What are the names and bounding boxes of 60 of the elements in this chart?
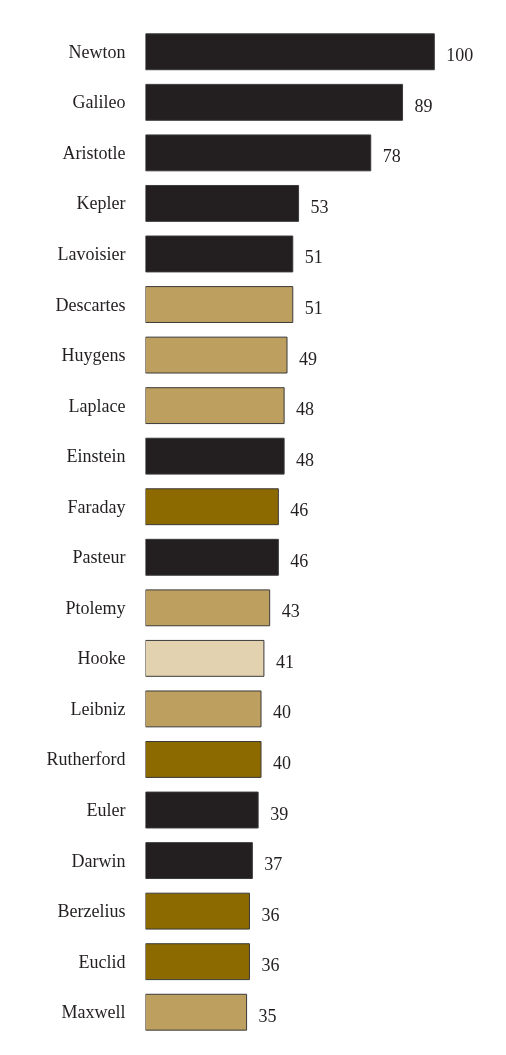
data-label: 40: [273, 702, 292, 723]
data-label: 40: [273, 752, 292, 773]
bar: [145, 892, 250, 930]
y-tick-label: Euler: [86, 800, 126, 821]
data-label: 43: [281, 601, 300, 622]
data-label: 100: [446, 45, 474, 66]
bar: [145, 33, 435, 71]
y-tick-label: Euclid: [78, 951, 126, 972]
bar: [145, 639, 265, 677]
data-label: 46: [290, 550, 309, 571]
bar: [145, 286, 294, 323]
y-tick-label: Descartes: [55, 294, 126, 315]
bar: [145, 134, 372, 172]
y-tick-label: Huygens: [61, 345, 126, 366]
bar: [145, 842, 253, 880]
y-tick-label: Galileo: [72, 92, 126, 113]
bar: [145, 690, 262, 728]
data-label: 51: [304, 247, 323, 268]
y-tick-label: Einstein: [66, 446, 126, 467]
bar: [145, 488, 279, 526]
y-tick-label: Darwin: [71, 850, 126, 871]
y-tick-label: Hooke: [77, 648, 126, 669]
bar: [145, 387, 285, 425]
y-tick-label: Laplace: [68, 395, 126, 416]
data-label: 36: [261, 955, 280, 976]
y-tick-label: Berzelius: [57, 901, 126, 922]
data-label: 39: [270, 803, 289, 824]
bar: [145, 83, 404, 121]
y-tick-label: Maxwell: [61, 1002, 126, 1023]
y-tick-label: Faraday: [67, 496, 126, 517]
data-label: 36: [261, 904, 280, 925]
y-tick-label: Leibniz: [70, 698, 126, 719]
bar: [145, 184, 300, 222]
y-tick-label: Aristotle: [62, 142, 126, 163]
y-tick-label: Newton: [68, 41, 126, 62]
bar: [145, 336, 288, 374]
y-tick-label: Lavoisier: [57, 243, 126, 264]
data-label: 89: [414, 95, 433, 116]
data-label: 41: [275, 651, 294, 672]
y-tick-label: Rutherford: [46, 749, 126, 770]
bar: [145, 538, 279, 576]
data-label: 48: [296, 449, 315, 470]
data-label: 46: [290, 500, 309, 521]
data-label: 35: [258, 1005, 277, 1026]
data-label: 53: [310, 196, 329, 217]
bar: [145, 589, 271, 627]
y-tick-label: Kepler: [76, 193, 126, 214]
bar: [145, 993, 248, 1031]
data-label: 51: [304, 298, 323, 319]
y-tick-label: Ptolemy: [65, 597, 126, 618]
data-label: 37: [264, 854, 283, 875]
data-label: 78: [382, 146, 401, 167]
data-label: 48: [296, 399, 315, 420]
bar: [145, 235, 294, 273]
data-label: 49: [299, 348, 318, 369]
bar: [145, 791, 259, 829]
bar: [145, 437, 285, 475]
bar: [145, 741, 262, 778]
y-tick-label: Pasteur: [72, 547, 126, 568]
bar: [145, 943, 250, 981]
